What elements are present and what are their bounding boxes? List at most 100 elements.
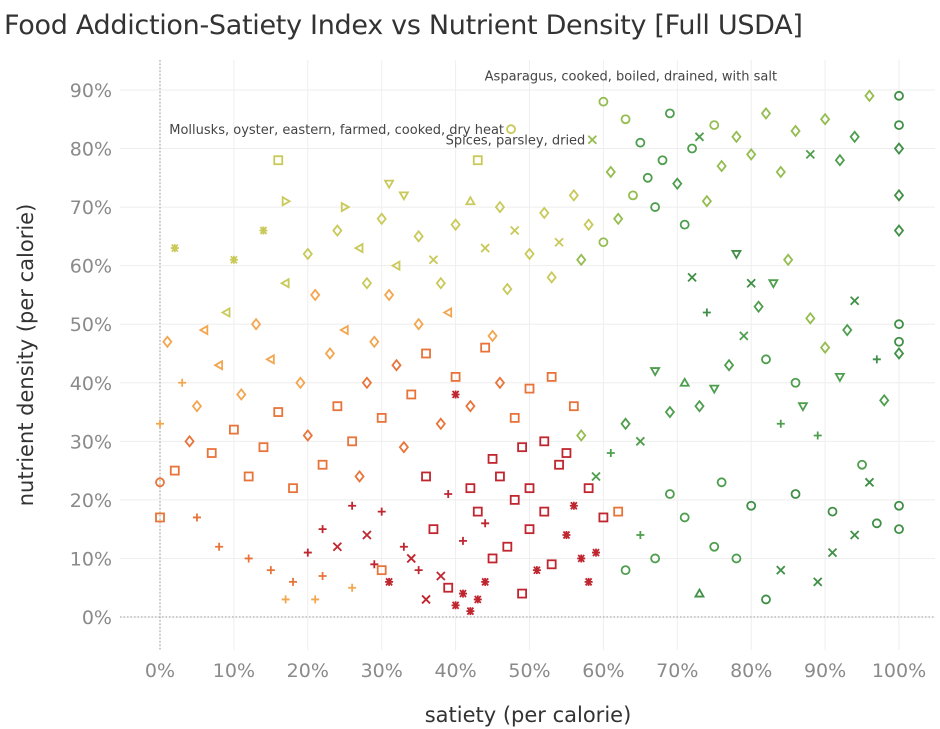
data-point bbox=[767, 279, 779, 290]
data-point bbox=[376, 565, 387, 576]
data-point bbox=[464, 195, 476, 206]
data-point bbox=[250, 317, 262, 331]
data-point bbox=[259, 226, 268, 235]
data-point bbox=[650, 553, 661, 564]
data-point bbox=[568, 401, 579, 412]
data-point bbox=[620, 114, 631, 125]
data-point bbox=[693, 587, 706, 598]
data-point bbox=[871, 518, 882, 529]
data-point bbox=[451, 390, 460, 399]
data-point bbox=[635, 436, 645, 446]
data-point bbox=[178, 378, 187, 387]
data-point bbox=[894, 336, 904, 347]
data-point bbox=[318, 525, 327, 534]
data-point bbox=[220, 306, 231, 319]
data-point bbox=[376, 412, 387, 423]
data-point bbox=[716, 159, 727, 173]
data-point bbox=[554, 237, 564, 247]
data-point bbox=[353, 242, 364, 254]
data-point bbox=[398, 440, 410, 454]
data-point bbox=[169, 465, 180, 476]
data-point bbox=[311, 595, 320, 604]
data-point bbox=[894, 319, 904, 330]
data-point bbox=[281, 595, 290, 604]
data-point bbox=[730, 250, 742, 260]
data-point bbox=[443, 582, 454, 593]
data-point bbox=[228, 424, 239, 435]
data-point bbox=[746, 500, 757, 511]
data-point bbox=[421, 348, 431, 359]
data-point bbox=[606, 449, 615, 458]
data-point bbox=[421, 594, 431, 605]
data-point bbox=[236, 388, 247, 401]
y-tick-label: 30% bbox=[70, 431, 112, 453]
data-point bbox=[813, 577, 823, 587]
data-point bbox=[679, 512, 690, 523]
data-point bbox=[390, 260, 401, 272]
data-point bbox=[701, 194, 713, 208]
data-point bbox=[665, 489, 675, 499]
data-point bbox=[760, 106, 772, 120]
chart-title: Food Addiction-Satiety Index vs Nutrient… bbox=[4, 10, 803, 41]
data-point bbox=[827, 547, 838, 558]
data-point bbox=[156, 419, 164, 428]
data-point bbox=[776, 565, 786, 575]
data-point bbox=[472, 506, 483, 517]
data-point bbox=[620, 565, 631, 576]
data-point bbox=[894, 500, 904, 511]
data-point bbox=[672, 177, 683, 191]
data-point bbox=[170, 243, 179, 253]
data-point bbox=[790, 124, 801, 138]
data-point bbox=[243, 471, 254, 482]
data-point bbox=[790, 377, 801, 388]
data-point bbox=[517, 442, 528, 453]
data-point bbox=[480, 243, 490, 253]
data-point bbox=[834, 373, 846, 383]
data-point bbox=[813, 431, 822, 440]
data-point bbox=[502, 282, 513, 296]
data-point bbox=[451, 601, 460, 610]
data-point bbox=[649, 367, 661, 377]
data-point bbox=[487, 553, 498, 564]
data-point bbox=[687, 272, 697, 282]
data-point bbox=[568, 188, 579, 202]
data-point bbox=[332, 224, 343, 237]
data-point bbox=[450, 372, 461, 382]
data-point bbox=[546, 270, 557, 284]
data-point bbox=[473, 595, 482, 604]
y-tick-label: 0% bbox=[82, 607, 112, 629]
data-point bbox=[864, 89, 875, 103]
data-point bbox=[554, 459, 564, 470]
data-point bbox=[679, 219, 690, 230]
x-tick-label: 50% bbox=[508, 660, 550, 682]
data-point bbox=[620, 417, 631, 431]
data-point bbox=[819, 112, 831, 126]
data-point bbox=[517, 588, 528, 599]
data-point bbox=[458, 536, 467, 545]
y-tick-label: 40% bbox=[70, 373, 112, 395]
data-point bbox=[702, 308, 711, 317]
data-point bbox=[385, 577, 394, 586]
data-point bbox=[613, 212, 624, 226]
data-point bbox=[302, 429, 313, 442]
data-point bbox=[370, 560, 379, 569]
data-point bbox=[849, 130, 860, 144]
data-point bbox=[155, 512, 165, 523]
data-point bbox=[546, 372, 557, 382]
data-point bbox=[746, 147, 757, 161]
data-point bbox=[428, 524, 439, 535]
x-tick-label: 90% bbox=[804, 660, 846, 682]
data-point bbox=[444, 490, 453, 499]
data-point bbox=[332, 542, 342, 552]
data-point bbox=[761, 354, 771, 365]
data-point bbox=[723, 358, 735, 372]
data-point bbox=[244, 554, 253, 563]
data-point bbox=[524, 247, 535, 261]
data-point bbox=[295, 376, 306, 390]
data-point bbox=[524, 483, 535, 494]
data-point bbox=[709, 541, 720, 552]
data-point bbox=[494, 376, 506, 390]
data-point bbox=[377, 507, 386, 516]
data-point bbox=[398, 191, 410, 202]
y-ticks: 0% 10% 20% 30% 40% 50% 60% 70% 80% 90% bbox=[70, 80, 112, 629]
